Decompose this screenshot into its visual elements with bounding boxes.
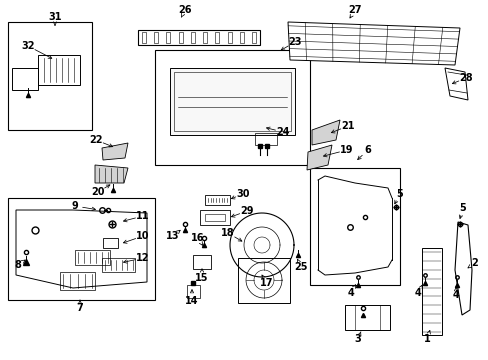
Bar	[200, 210, 229, 225]
Text: 3: 3	[354, 334, 361, 344]
Bar	[345, 305, 389, 330]
Bar	[190, 32, 195, 43]
Bar	[154, 32, 158, 43]
Text: 16: 16	[191, 233, 204, 243]
Text: 2: 2	[470, 258, 477, 268]
Bar	[215, 32, 219, 43]
Text: 26: 26	[178, 5, 191, 15]
Bar	[102, 258, 135, 272]
Polygon shape	[311, 120, 339, 145]
Polygon shape	[444, 68, 467, 100]
Text: 32: 32	[21, 41, 35, 51]
Bar	[75, 250, 110, 265]
Bar	[186, 285, 200, 298]
Text: 10: 10	[136, 231, 149, 241]
Text: 13: 13	[166, 231, 180, 241]
Bar	[103, 238, 118, 248]
Text: 27: 27	[347, 5, 361, 15]
Text: 30: 30	[236, 189, 249, 199]
Bar	[12, 68, 38, 90]
Text: 4: 4	[347, 288, 354, 298]
Polygon shape	[95, 165, 128, 183]
Text: 14: 14	[185, 296, 198, 306]
Text: 5: 5	[459, 203, 466, 213]
Text: 25: 25	[294, 262, 307, 272]
Polygon shape	[287, 22, 459, 65]
Text: 28: 28	[458, 73, 472, 83]
Bar	[142, 32, 146, 43]
Polygon shape	[306, 145, 331, 170]
Text: 21: 21	[341, 121, 354, 131]
Bar	[421, 248, 441, 335]
Text: 29: 29	[240, 206, 253, 216]
Text: 5: 5	[396, 189, 403, 199]
Text: 9: 9	[71, 201, 78, 211]
Text: 23: 23	[287, 37, 301, 47]
Text: 6: 6	[364, 145, 370, 155]
Bar	[166, 32, 170, 43]
Text: 4: 4	[414, 288, 421, 298]
Text: 22: 22	[89, 135, 102, 145]
Text: 8: 8	[15, 260, 21, 270]
Bar	[170, 68, 294, 135]
Text: 7: 7	[77, 303, 83, 313]
Text: 12: 12	[136, 253, 149, 263]
Text: 4: 4	[452, 290, 458, 300]
Text: 17: 17	[260, 278, 273, 288]
Bar	[238, 258, 289, 303]
Bar	[178, 32, 183, 43]
Bar	[239, 32, 244, 43]
Text: 20: 20	[91, 187, 104, 197]
Text: 15: 15	[195, 273, 208, 283]
Bar	[8, 22, 92, 130]
Text: 11: 11	[136, 211, 149, 221]
Text: 19: 19	[340, 145, 353, 155]
Text: 31: 31	[48, 12, 61, 22]
Text: 1: 1	[423, 334, 429, 344]
Bar	[204, 214, 224, 221]
Bar	[8, 198, 155, 300]
Text: 24: 24	[276, 127, 289, 137]
Text: 18: 18	[221, 228, 234, 238]
Bar	[174, 72, 290, 131]
Bar	[204, 195, 229, 205]
Bar	[38, 55, 80, 85]
Bar	[309, 168, 399, 285]
Bar	[193, 255, 210, 269]
Bar	[203, 32, 207, 43]
Bar	[251, 32, 256, 43]
Polygon shape	[102, 143, 128, 160]
Bar	[254, 133, 276, 145]
Bar	[155, 50, 309, 165]
Bar	[227, 32, 231, 43]
Bar	[138, 30, 260, 45]
Bar	[60, 272, 95, 290]
